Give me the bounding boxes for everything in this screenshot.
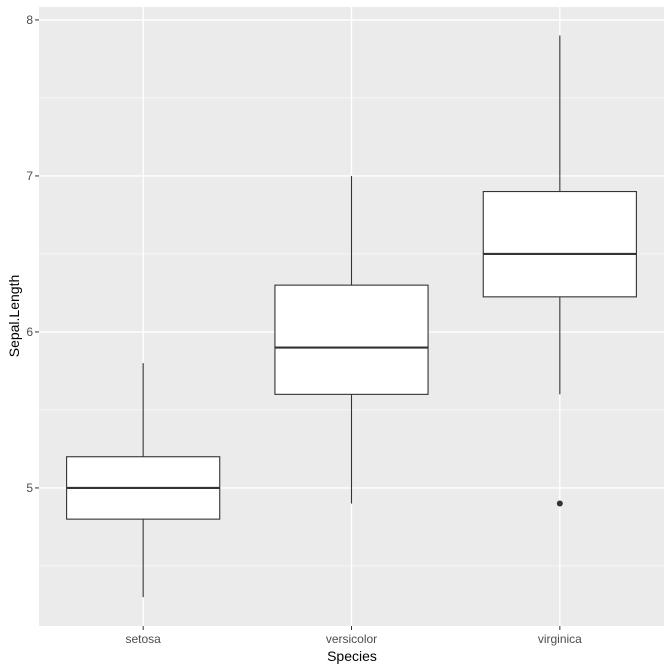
box-setosa	[66, 363, 221, 598]
box-virginica	[482, 35, 637, 507]
x-axis-title: Species	[327, 648, 377, 664]
outlier-point	[556, 500, 563, 507]
iqr-box	[274, 284, 429, 395]
x-axis: setosa versicolor virginica	[125, 626, 582, 646]
iqr-box	[482, 190, 637, 298]
y-tick-label: 5	[26, 481, 33, 495]
box-versicolor	[274, 175, 429, 504]
x-tick-label: setosa	[125, 632, 161, 646]
y-axis-title: Sepal.Length	[6, 275, 22, 358]
y-tick-label: 7	[26, 169, 33, 183]
y-tick-label: 6	[26, 325, 33, 339]
y-tick-label: 8	[26, 13, 33, 27]
box-series	[66, 35, 637, 598]
y-axis: 5 6 7 8	[26, 13, 39, 495]
x-tick-label: virginica	[538, 632, 582, 646]
x-tick-label: versicolor	[326, 632, 377, 646]
